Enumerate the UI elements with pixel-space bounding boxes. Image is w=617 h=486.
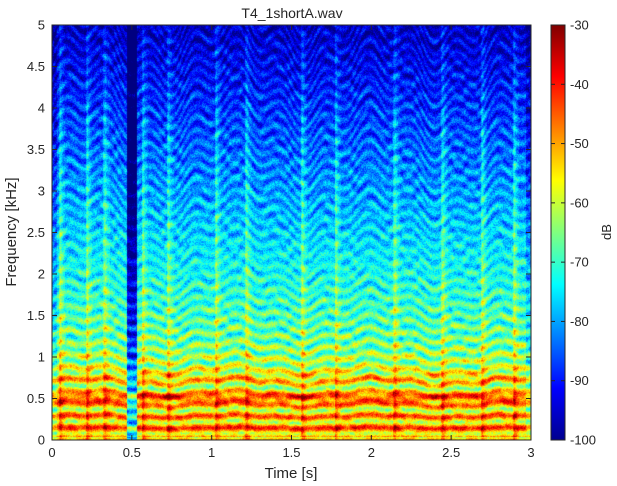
y-tick-label: 1.5 bbox=[27, 308, 45, 323]
colorbar-tick-label: -100 bbox=[570, 433, 596, 448]
colorbar-tick-label: -50 bbox=[570, 136, 589, 151]
colorbar-tick-label: -70 bbox=[570, 255, 589, 270]
colorbar-tick-label: -40 bbox=[570, 77, 589, 92]
y-tick-label: 2.5 bbox=[27, 225, 45, 240]
y-axis-label: Frequency [kHz] bbox=[3, 177, 20, 286]
x-tick-label: 1 bbox=[208, 445, 215, 460]
colorbar-tick-label: -90 bbox=[570, 373, 589, 388]
y-tick-label: 0.5 bbox=[27, 391, 45, 406]
x-tick-label: 2 bbox=[368, 445, 375, 460]
colorbar bbox=[550, 24, 566, 441]
x-tick-label: 2.5 bbox=[442, 445, 460, 460]
x-axis-label: Time [s] bbox=[265, 465, 318, 482]
y-tick-label: 0 bbox=[38, 433, 45, 448]
y-tick-label: 4 bbox=[38, 101, 45, 116]
y-tick-label: 3 bbox=[38, 184, 45, 199]
colorbar-label: dB bbox=[599, 224, 614, 240]
y-axis: 0 0.5 1 1.5 2 2.5 3 3.5 4 4.5 5 bbox=[27, 18, 531, 448]
x-axis: 0 0.5 1 1.5 2 2.5 3 bbox=[48, 25, 535, 460]
y-tick-label: 2 bbox=[38, 267, 45, 282]
spectrogram-image bbox=[52, 25, 531, 440]
y-tick-label: 4.5 bbox=[27, 59, 45, 74]
colorbar-tick-label: -80 bbox=[570, 314, 589, 329]
colorbar-axis: -30 -40 -50 -60 -70 -80 -90 -100 bbox=[551, 18, 596, 448]
y-tick-label: 3.5 bbox=[27, 142, 45, 157]
x-tick-label: 0 bbox=[48, 445, 55, 460]
y-tick-label: 5 bbox=[38, 18, 45, 33]
colorbar-tick-label: -30 bbox=[570, 18, 589, 33]
y-tick-label: 1 bbox=[38, 350, 45, 365]
x-tick-label: 3 bbox=[527, 445, 534, 460]
x-tick-label: 1.5 bbox=[282, 445, 300, 460]
colorbar-tick-label: -60 bbox=[570, 195, 589, 210]
x-tick-label: 0.5 bbox=[123, 445, 141, 460]
chart-title: T4_1shortA.wav bbox=[241, 5, 342, 21]
